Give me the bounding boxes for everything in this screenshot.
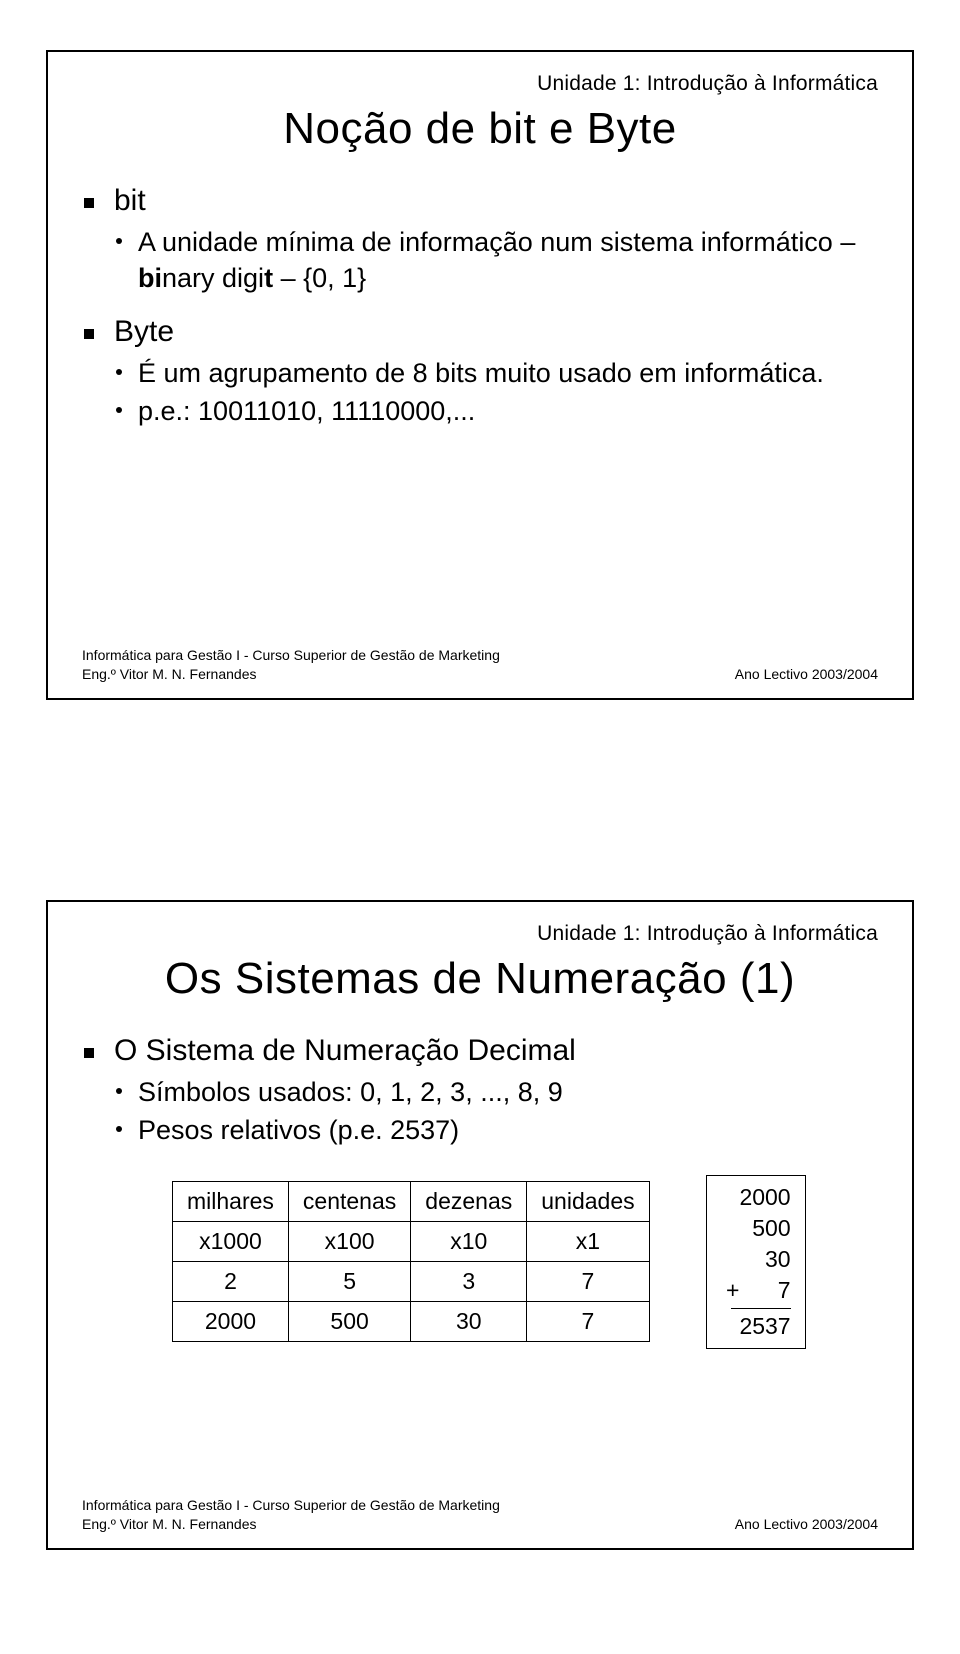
bullet-byte-sub1-text: É um agrupamento de 8 bits muito usado e… xyxy=(138,355,878,391)
footer-line1: Informática para Gestão I - Curso Superi… xyxy=(82,646,878,665)
table-cell: x100 xyxy=(288,1222,410,1262)
table-cell: 7 xyxy=(527,1262,649,1302)
dot-bullet-icon xyxy=(116,407,122,413)
sum-total: 2537 xyxy=(721,1311,791,1342)
bullet-bit-label: bit xyxy=(114,184,878,218)
text-pre: A unidade mínima de informação num siste… xyxy=(138,227,855,257)
square-bullet-icon xyxy=(84,1048,94,1058)
bullet-list: bit A unidade mínima de informação num s… xyxy=(82,184,878,430)
slide-1: Unidade 1: Introdução à Informática Noçã… xyxy=(46,50,914,700)
sum-line: 2000 xyxy=(721,1182,791,1213)
sum-rule xyxy=(731,1308,791,1309)
text-post: – {0, 1} xyxy=(273,263,366,293)
bullet-bit-sub-text: A unidade mínima de informação num siste… xyxy=(138,224,878,297)
bullet-byte: Byte xyxy=(84,315,878,349)
footer-year: Ano Lectivo 2003/2004 xyxy=(735,1515,878,1534)
bullet-byte-sub2: p.e.: 10011010, 11110000,... xyxy=(116,393,878,429)
table-cell: 2 xyxy=(173,1262,289,1302)
table-cell: x1000 xyxy=(173,1222,289,1262)
bullet-decimal-label: O Sistema de Numeração Decimal xyxy=(114,1034,878,1068)
bullet-bit: bit xyxy=(84,184,878,218)
dot-bullet-icon xyxy=(116,238,122,244)
slide-2: Unidade 1: Introdução à Informática Os S… xyxy=(46,900,914,1550)
table-cell: 500 xyxy=(288,1302,410,1342)
bullet-decimal: O Sistema de Numeração Decimal xyxy=(84,1034,878,1068)
bullet-weights-text: Pesos relativos (p.e. 2537) xyxy=(138,1112,878,1148)
table-and-sum: milhares centenas dezenas unidades x1000… xyxy=(172,1175,878,1349)
table-row-headers: milhares centenas dezenas unidades xyxy=(173,1182,650,1222)
text-bold-t: t xyxy=(264,263,273,293)
table-cell: 5 xyxy=(288,1262,410,1302)
sum-line: 30 xyxy=(721,1244,791,1275)
bullet-symbols-text: Símbolos usados: 0, 1, 2, 3, ..., 8, 9 xyxy=(138,1074,878,1110)
sum-line-plus: + 7 xyxy=(721,1275,791,1306)
dot-bullet-icon xyxy=(116,369,122,375)
square-bullet-icon xyxy=(84,329,94,339)
bullet-symbols: Símbolos usados: 0, 1, 2, 3, ..., 8, 9 xyxy=(116,1074,878,1110)
square-bullet-icon xyxy=(84,198,94,208)
footer-line1: Informática para Gestão I - Curso Superi… xyxy=(82,1496,878,1515)
table-cell: 7 xyxy=(527,1302,649,1342)
table-row-products: 2000 500 30 7 xyxy=(173,1302,650,1342)
table-row-digits: 2 5 3 7 xyxy=(173,1262,650,1302)
footer-author: Eng.º Vitor M. N. Fernandes xyxy=(82,1515,257,1534)
unit-label: Unidade 1: Introdução à Informática xyxy=(82,72,878,96)
table-cell: x10 xyxy=(411,1222,527,1262)
slide-footer: Informática para Gestão I - Curso Superi… xyxy=(82,646,878,684)
sum-line: 500 xyxy=(721,1213,791,1244)
decimal-table: milhares centenas dezenas unidades x1000… xyxy=(172,1181,650,1342)
table-header: dezenas xyxy=(411,1182,527,1222)
table-cell: 3 xyxy=(411,1262,527,1302)
slide-footer: Informática para Gestão I - Curso Superi… xyxy=(82,1496,878,1534)
slide-title: Os Sistemas de Numeração (1) xyxy=(82,954,878,1004)
text-bold-bi: bi xyxy=(138,263,162,293)
footer-author: Eng.º Vitor M. N. Fernandes xyxy=(82,665,257,684)
table-cell: 2000 xyxy=(173,1302,289,1342)
bullet-byte-sub1: É um agrupamento de 8 bits muito usado e… xyxy=(116,355,878,391)
table-header: unidades xyxy=(527,1182,649,1222)
unit-label: Unidade 1: Introdução à Informática xyxy=(82,922,878,946)
table-header: centenas xyxy=(288,1182,410,1222)
table-header: milhares xyxy=(173,1182,289,1222)
dot-bullet-icon xyxy=(116,1088,122,1094)
sum-box: 2000 500 30 + 7 2537 xyxy=(706,1175,806,1349)
bullet-weights: Pesos relativos (p.e. 2537) xyxy=(116,1112,878,1148)
table-cell: 30 xyxy=(411,1302,527,1342)
dot-bullet-icon xyxy=(116,1126,122,1132)
table-row-weights: x1000 x100 x10 x1 xyxy=(173,1222,650,1262)
table-cell: x1 xyxy=(527,1222,649,1262)
bullet-list: O Sistema de Numeração Decimal Símbolos … xyxy=(82,1034,878,1149)
bullet-bit-sub: A unidade mínima de informação num siste… xyxy=(116,224,878,297)
bullet-byte-sub2-text: p.e.: 10011010, 11110000,... xyxy=(138,393,878,429)
slide-title: Noção de bit e Byte xyxy=(82,104,878,154)
bullet-byte-label: Byte xyxy=(114,315,878,349)
text-mid: nary digi xyxy=(162,263,264,293)
footer-year: Ano Lectivo 2003/2004 xyxy=(735,665,878,684)
